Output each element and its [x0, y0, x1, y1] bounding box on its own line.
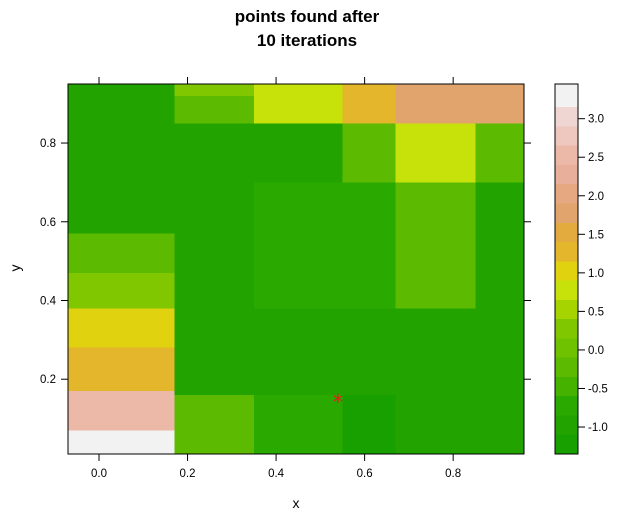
- heatmap-cell-11: [253, 394, 343, 454]
- x-tick-label: 0.0: [91, 468, 107, 480]
- heatmap-cell-8: [174, 123, 254, 395]
- heatmap-cell-6: [68, 84, 175, 234]
- colorbar-band-16: [555, 126, 578, 146]
- colorbar-band-12: [555, 203, 578, 223]
- colorbar-tick-label: 2.0: [588, 191, 604, 203]
- colorbar-band-10: [555, 242, 578, 262]
- heatmap-cell-18: [342, 182, 396, 309]
- heatmap-cell-27: [475, 84, 524, 124]
- colorbar-band-6: [555, 319, 578, 339]
- colorbar-band-9: [555, 261, 578, 281]
- colorbar-tick-label: 3.0: [588, 114, 604, 126]
- colorbar-tick-label: -1.0: [588, 422, 608, 434]
- heatmap-cell-1: [68, 391, 175, 431]
- optimum-marker-star: *: [333, 390, 343, 414]
- y-tick-label: 0.6: [40, 217, 56, 229]
- heatmap-cell-12: [253, 308, 343, 395]
- y-tick-label: 0.2: [40, 374, 56, 386]
- y-axis-label: y: [7, 265, 23, 272]
- heatmap-cell-21: [395, 308, 476, 454]
- heatmap-cell-7: [174, 394, 254, 454]
- colorbar-tick-label: 2.5: [588, 152, 604, 164]
- colorbar-band-18: [555, 84, 578, 108]
- heatmap-cell-5: [68, 233, 175, 273]
- colorbar-frame: [554, 83, 579, 455]
- heatmap-cell-0: [68, 430, 175, 454]
- heatmap-cell-14: [253, 123, 343, 183]
- heatmap-cell-19: [342, 123, 396, 183]
- colorbar-band-1: [555, 415, 578, 435]
- x-axis: 0.0 0.2 0.4 0.6 0.8: [91, 77, 461, 480]
- colorbar-band-5: [555, 338, 578, 358]
- colorbar-band-17: [555, 107, 578, 127]
- colorbar-tick-label: 0.0: [588, 345, 604, 357]
- colorbar-tick-label: 1.0: [588, 268, 604, 280]
- colorbar-band-4: [555, 357, 578, 377]
- colorbar-band-15: [555, 145, 578, 165]
- x-tick-label: 0.8: [445, 468, 461, 480]
- plot-panel-frame: [67, 83, 525, 455]
- colorbar-tick-label: 1.5: [588, 229, 604, 241]
- x-tick-label: 0.2: [180, 468, 196, 480]
- colorbar-tick-label: 0.5: [588, 306, 604, 318]
- colorbar-band-0: [555, 434, 578, 454]
- heatmap-cell-4: [68, 272, 175, 309]
- heatmap-cell-23: [395, 123, 476, 183]
- heatmap-cell-17: [342, 308, 396, 395]
- heatmap-cell-2: [68, 347, 175, 392]
- heatmap-cell-22: [395, 182, 476, 309]
- heatmap-cells: [68, 84, 524, 455]
- x-tick-label: 0.4: [268, 468, 285, 480]
- heatmap-cell-20: [342, 84, 396, 124]
- colorbar-band-8: [555, 280, 578, 300]
- heatmap-cell-3: [68, 308, 175, 348]
- optimum-marker: *: [333, 390, 343, 414]
- heatmap-cell-15: [253, 84, 343, 124]
- colorbar-band-2: [555, 396, 578, 416]
- colorbar-band-14: [555, 164, 578, 185]
- colorbar-band-3: [555, 376, 578, 397]
- colorbar-tick-label: -0.5: [588, 383, 608, 395]
- heatmap-cell-25: [475, 182, 524, 455]
- x-axis-label: x: [293, 495, 300, 511]
- colorbar-band-11: [555, 222, 578, 243]
- colorbar-band-7: [555, 299, 578, 320]
- heatmap-cell-10: [174, 84, 254, 96]
- heatmap-cell-13: [253, 182, 343, 309]
- heatmap-cell-24: [395, 84, 476, 124]
- chart-title-line-2: 10 iterations: [257, 31, 357, 50]
- heatmap-cell-26: [475, 123, 524, 183]
- y-tick-label: 0.8: [40, 138, 56, 150]
- y-axis: 0.2 0.4 0.6 0.8: [40, 138, 531, 386]
- heatmap-cell-16: [342, 394, 396, 454]
- colorbar: 3.0 2.5 2.0 1.5 1.0 0.5 0.0 -0.5 -1.0: [554, 83, 608, 455]
- y-tick-label: 0.4: [40, 295, 57, 307]
- colorbar-band-13: [555, 184, 578, 204]
- chart-title-line-1: points found after: [235, 7, 380, 26]
- x-tick-label: 0.6: [357, 468, 373, 480]
